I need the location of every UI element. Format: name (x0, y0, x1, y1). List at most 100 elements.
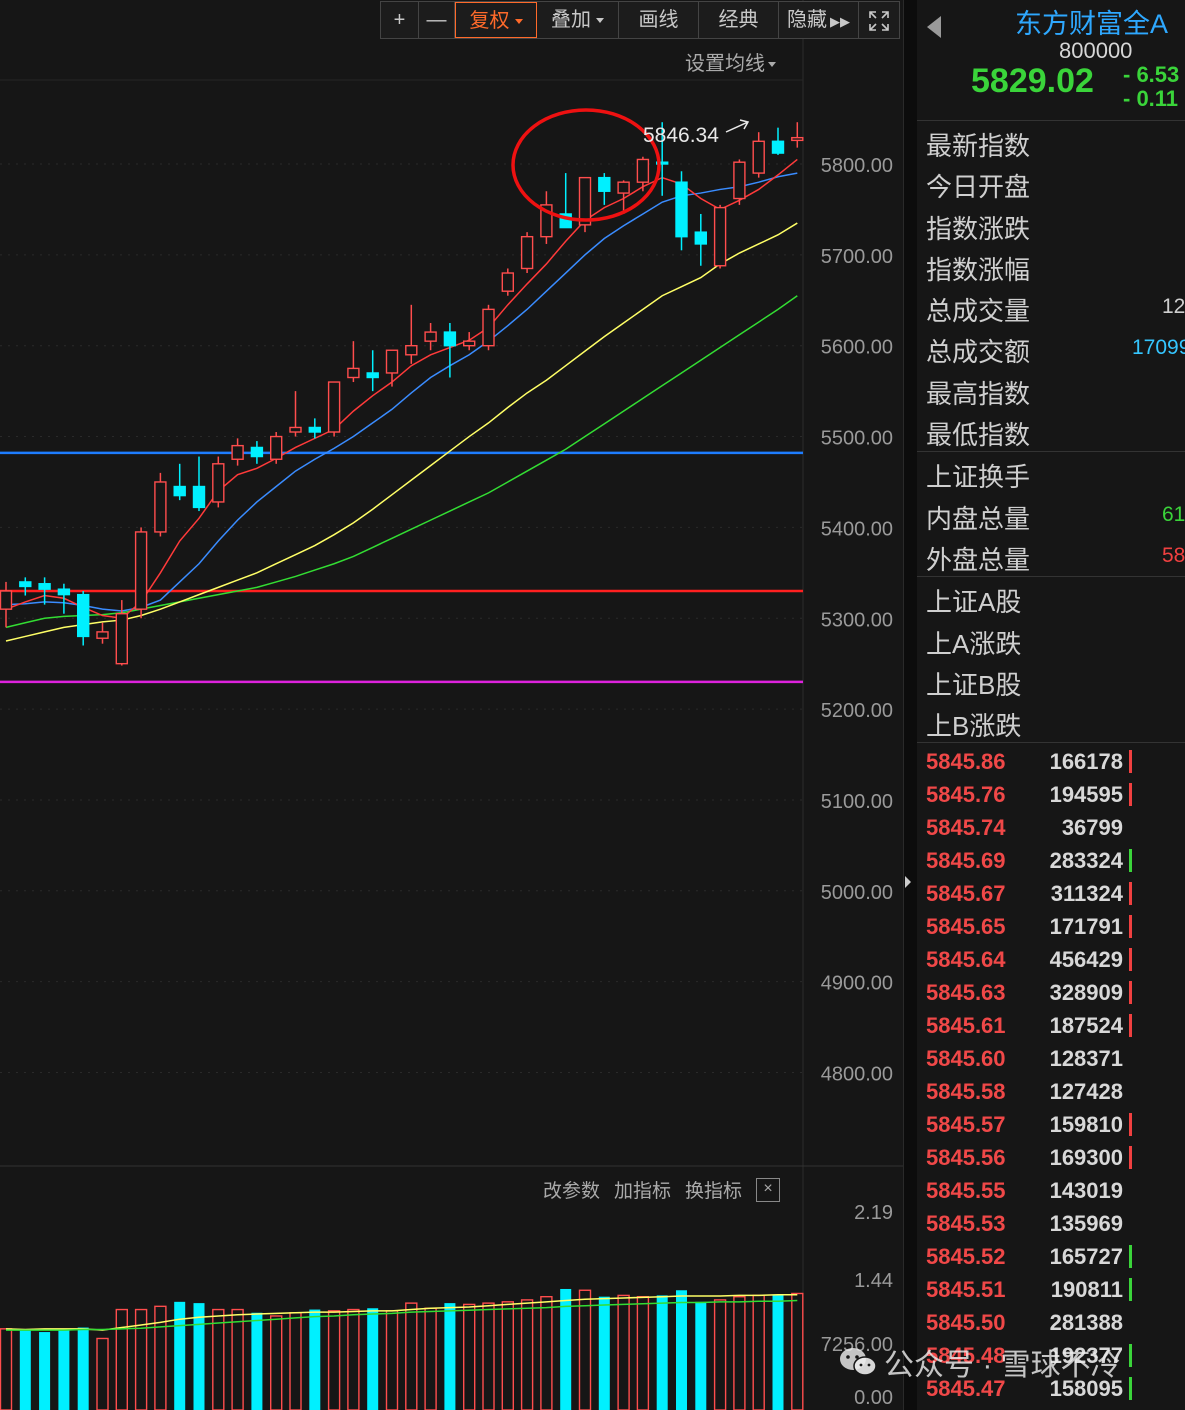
candle-up (482, 308, 495, 347)
back-arrow-icon[interactable] (927, 16, 941, 38)
volume-bar-down (193, 1303, 205, 1410)
quote-label: 今日开盘 (926, 172, 1031, 203)
index-change: - 6.53 (1123, 62, 1180, 87)
tick-direction-marker (1129, 882, 1132, 906)
tick-price: 5845.69 (926, 848, 1006, 874)
fullscreen-button[interactable] (859, 2, 899, 38)
quote-section-market: 上证A股 上A涨跌 上证B股 上B涨跌 (917, 577, 1185, 744)
candle-up (405, 345, 418, 356)
volume-bar-up (115, 1308, 129, 1410)
tick-row: 5845.63 328909 (917, 976, 1185, 1009)
tick-price: 5845.60 (926, 1046, 1006, 1072)
tick-row: 5845.52 165727 (917, 1240, 1185, 1273)
set-ma-dropdown[interactable]: 设置均线 (685, 47, 776, 76)
tick-volume: 328909 (1049, 980, 1123, 1006)
candle-up (791, 136, 804, 142)
candle-up (752, 140, 765, 174)
tick-volume: 283324 (1049, 848, 1123, 874)
quote-label: 指数涨跌 (926, 213, 1031, 244)
fuquan-dropdown[interactable]: 复权 (455, 2, 537, 38)
volume-bar-up (270, 1315, 283, 1410)
candle-down (559, 213, 572, 229)
candle-down (771, 140, 785, 154)
quote-label: 上B涨跌 (926, 711, 1022, 742)
quote-row: 今日开盘 (917, 162, 1185, 203)
volume-bar-up (347, 1308, 360, 1410)
panel-splitter[interactable] (903, 0, 918, 1410)
volume-bar-up (733, 1295, 746, 1410)
hide-button[interactable]: 隐藏 ▶▶ (779, 2, 859, 38)
tick-direction-marker (1129, 915, 1132, 939)
quote-row: 上证A股 (917, 577, 1185, 618)
quote-label: 外盘总量 (926, 544, 1031, 575)
tick-direction-marker (1129, 981, 1132, 1005)
add-indicator-button[interactable]: 加指标 (614, 1181, 672, 1202)
price-tick-label: 5300.00 (821, 609, 893, 631)
overlay-dropdown[interactable]: 叠加 (537, 2, 619, 38)
candle-up (424, 331, 437, 342)
tick-direction-marker (1129, 1146, 1132, 1170)
high-marker-arrow-icon (725, 119, 750, 133)
quote-row: 总成交量 12 (917, 286, 1185, 327)
tick-direction-marker (1129, 1113, 1132, 1137)
kline-chart-area[interactable]: 5800.00 5700.00 5600.00 5500.00 5400.00 5300.… (0, 0, 905, 1410)
candle-up (270, 435, 283, 460)
volume-bar-up (713, 1299, 727, 1410)
tick-row: 5845.64 456429 (917, 943, 1185, 976)
tick-row: 5845.50 281388 (917, 1306, 1185, 1339)
volume-bar-up (154, 1305, 167, 1410)
volume-bar-up (212, 1308, 225, 1410)
switch-indicator-button[interactable]: 换指标 (685, 1181, 743, 1202)
volume-tick-label: 2.19 (854, 1202, 893, 1224)
index-name: 东方财富全A (1015, 9, 1169, 39)
quote-row: 上A涨跌 (917, 619, 1185, 660)
candle-up (617, 181, 630, 194)
volume-bar-up (134, 1308, 148, 1410)
tick-direction-marker (1129, 1278, 1132, 1302)
volume-chart[interactable]: 2.19 1.44 7256.00 0.00 (0, 1168, 905, 1410)
volume-bar-down (251, 1312, 263, 1410)
candle-down (19, 581, 32, 588)
zoom-in-button[interactable]: + (381, 2, 419, 38)
highlight-circle (511, 108, 661, 222)
volume-bar-down (598, 1296, 610, 1410)
caret-down-icon (596, 18, 604, 24)
volume-bar-up (463, 1303, 476, 1410)
caret-down-icon (768, 62, 776, 68)
volume-bar-down (19, 1330, 31, 1410)
quote-row: 外盘总量 58 (917, 535, 1185, 576)
tick-direction-marker (1129, 849, 1132, 873)
candle-up (501, 272, 514, 292)
candle-up (347, 367, 360, 379)
tick-volume: 127428 (1049, 1079, 1123, 1105)
classic-button[interactable]: 经典 (699, 2, 779, 38)
fuquan-label: 复权 (469, 10, 510, 32)
tick-volume: 187524 (1049, 1013, 1123, 1039)
tick-price: 5845.55 (926, 1178, 1006, 1204)
candle-up (463, 340, 476, 347)
tick-row: 5845.56 169300 (917, 1141, 1185, 1174)
quote-row: 最高指数 (917, 369, 1185, 410)
tick-list[interactable]: 5845.86 166178 5845.76 194595 5845.74 36799 58… (917, 743, 1185, 1405)
draw-line-button[interactable]: 画线 (619, 2, 699, 38)
volume-bar-down (444, 1303, 456, 1410)
quote-value: 17099 (1132, 336, 1185, 360)
volume-bar-down (695, 1301, 707, 1410)
zoom-out-button[interactable]: — (419, 2, 455, 38)
edit-params-button[interactable]: 改参数 (543, 1181, 601, 1202)
tick-volume: 194595 (1049, 782, 1123, 808)
volume-bar-down (39, 1332, 51, 1410)
volume-bar-up (0, 1328, 13, 1410)
tick-volume: 456429 (1049, 947, 1123, 973)
index-price: 5829.02 (971, 62, 1094, 100)
candle-down (366, 372, 379, 379)
kline-chart[interactable]: 5800.00 5700.00 5600.00 5500.00 5400.00 5300.… (0, 0, 905, 1168)
tick-volume: 171791 (1049, 914, 1123, 940)
tick-volume: 135969 (1049, 1211, 1123, 1237)
volume-bar-up (578, 1289, 592, 1410)
collapse-arrow-icon[interactable] (905, 876, 911, 888)
price-tick-label: 5500.00 (821, 428, 893, 450)
volume-tick-label: 7256.00 (821, 1334, 893, 1356)
close-indicator-icon[interactable]: × (756, 1177, 781, 1202)
tick-price: 5845.61 (926, 1013, 1006, 1039)
